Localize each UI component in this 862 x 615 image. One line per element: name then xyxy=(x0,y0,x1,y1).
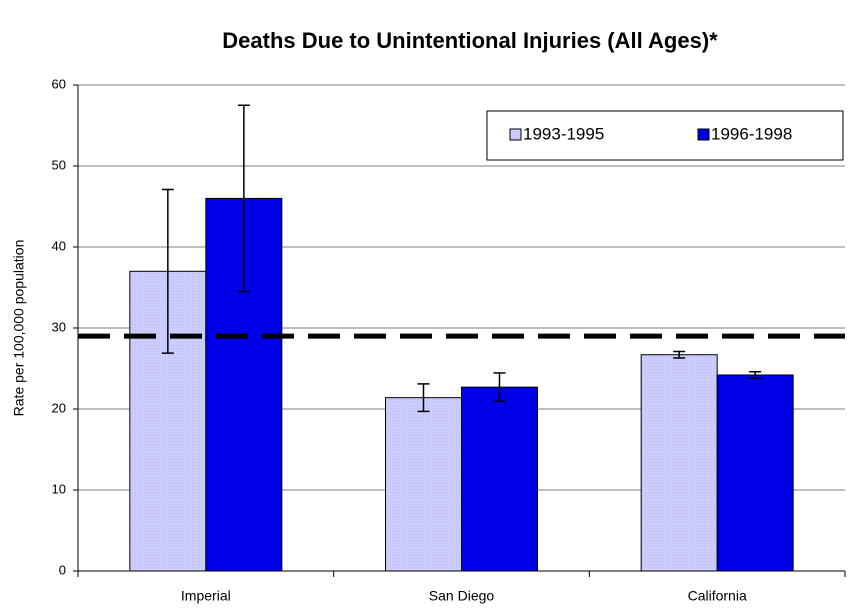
bar xyxy=(640,354,718,572)
error-bar xyxy=(161,188,174,354)
y-tick-label: 40 xyxy=(52,238,66,253)
bar xyxy=(461,386,538,572)
y-tick-label: 20 xyxy=(52,400,66,415)
chart-title: Deaths Due to Unintentional Injuries (Al… xyxy=(222,28,718,53)
y-tick-label: 0 xyxy=(59,562,66,577)
error-bar xyxy=(673,350,686,359)
y-tick-label: 30 xyxy=(52,319,66,334)
y-tick-label: 60 xyxy=(52,76,66,91)
bar xyxy=(385,397,462,572)
y-axis-label: Rate per 100,000 population xyxy=(11,240,27,417)
error-bar xyxy=(417,383,430,413)
y-tick-label: 10 xyxy=(52,481,66,496)
error-bar xyxy=(237,104,250,293)
legend-swatch xyxy=(509,128,522,141)
x-tick-label: San Diego xyxy=(429,588,495,604)
legend-label: 1996-1998 xyxy=(711,124,792,143)
error-bar xyxy=(749,370,762,379)
bar xyxy=(716,374,794,572)
legend-swatch xyxy=(697,128,710,141)
error-bar xyxy=(493,372,506,403)
legend-label: 1993-1995 xyxy=(523,124,604,143)
x-tick-label: Imperial xyxy=(181,588,231,604)
x-tick-label: California xyxy=(688,588,747,604)
legend-box xyxy=(486,110,844,161)
y-tick-label: 50 xyxy=(52,157,66,172)
